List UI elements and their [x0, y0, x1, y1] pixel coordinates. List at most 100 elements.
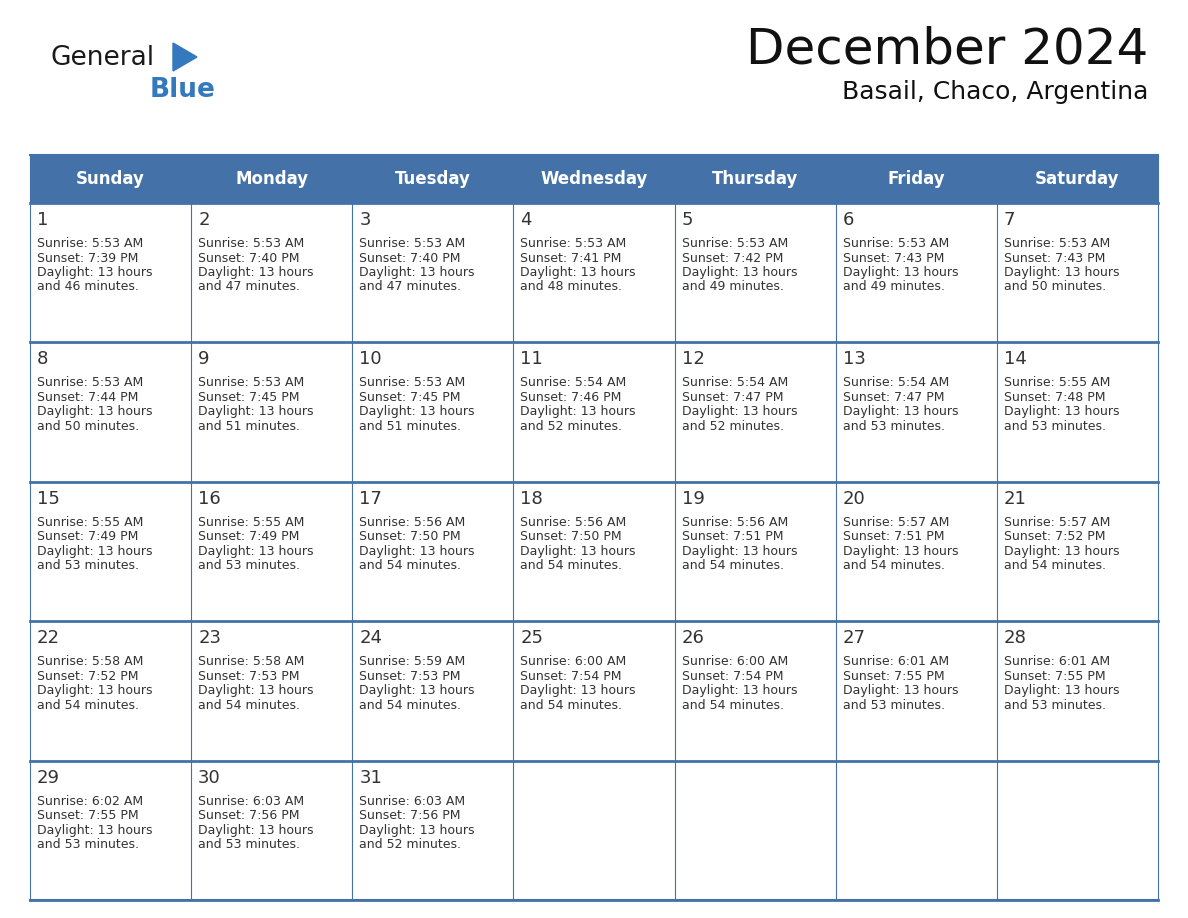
Text: Sunset: 7:47 PM: Sunset: 7:47 PM: [682, 391, 783, 404]
Text: Sunrise: 5:53 AM: Sunrise: 5:53 AM: [37, 376, 144, 389]
FancyBboxPatch shape: [835, 155, 997, 203]
Text: and 52 minutes.: and 52 minutes.: [520, 420, 623, 433]
Text: Sunrise: 6:00 AM: Sunrise: 6:00 AM: [520, 655, 627, 668]
Text: Daylight: 13 hours: Daylight: 13 hours: [842, 684, 959, 697]
Text: Daylight: 13 hours: Daylight: 13 hours: [198, 406, 314, 419]
Text: Sunset: 7:44 PM: Sunset: 7:44 PM: [37, 391, 138, 404]
FancyBboxPatch shape: [835, 203, 997, 342]
Text: 18: 18: [520, 490, 543, 508]
Text: Daylight: 13 hours: Daylight: 13 hours: [520, 266, 636, 279]
Text: and 53 minutes.: and 53 minutes.: [1004, 699, 1106, 711]
Text: Daylight: 13 hours: Daylight: 13 hours: [359, 266, 475, 279]
Text: and 49 minutes.: and 49 minutes.: [682, 281, 783, 294]
Text: 14: 14: [1004, 351, 1026, 368]
FancyBboxPatch shape: [191, 342, 353, 482]
Text: Sunrise: 5:56 AM: Sunrise: 5:56 AM: [359, 516, 466, 529]
Text: 30: 30: [198, 768, 221, 787]
Text: Sunset: 7:54 PM: Sunset: 7:54 PM: [682, 670, 783, 683]
Text: 5: 5: [682, 211, 693, 229]
FancyBboxPatch shape: [835, 482, 997, 621]
Text: Sunrise: 5:53 AM: Sunrise: 5:53 AM: [198, 237, 304, 250]
Text: 28: 28: [1004, 629, 1026, 647]
Text: Sunrise: 5:55 AM: Sunrise: 5:55 AM: [198, 516, 304, 529]
Text: Monday: Monday: [235, 170, 308, 188]
Text: Sunrise: 6:03 AM: Sunrise: 6:03 AM: [198, 795, 304, 808]
Text: and 54 minutes.: and 54 minutes.: [37, 699, 139, 711]
Text: Sunrise: 6:01 AM: Sunrise: 6:01 AM: [842, 655, 949, 668]
Text: and 53 minutes.: and 53 minutes.: [1004, 420, 1106, 433]
Text: and 52 minutes.: and 52 minutes.: [359, 838, 461, 851]
Text: Daylight: 13 hours: Daylight: 13 hours: [520, 406, 636, 419]
FancyBboxPatch shape: [513, 203, 675, 342]
Text: 26: 26: [682, 629, 704, 647]
Text: 16: 16: [198, 490, 221, 508]
Text: 10: 10: [359, 351, 381, 368]
Text: Daylight: 13 hours: Daylight: 13 hours: [682, 406, 797, 419]
FancyBboxPatch shape: [191, 155, 353, 203]
Text: Sunrise: 5:53 AM: Sunrise: 5:53 AM: [359, 237, 466, 250]
Text: Sunset: 7:42 PM: Sunset: 7:42 PM: [682, 252, 783, 264]
Text: Sunset: 7:53 PM: Sunset: 7:53 PM: [359, 670, 461, 683]
Text: Daylight: 13 hours: Daylight: 13 hours: [682, 684, 797, 697]
Text: Daylight: 13 hours: Daylight: 13 hours: [37, 266, 152, 279]
Text: Daylight: 13 hours: Daylight: 13 hours: [1004, 266, 1119, 279]
FancyBboxPatch shape: [30, 761, 191, 900]
Text: and 53 minutes.: and 53 minutes.: [198, 838, 301, 851]
Text: Daylight: 13 hours: Daylight: 13 hours: [1004, 544, 1119, 558]
Text: and 48 minutes.: and 48 minutes.: [520, 281, 623, 294]
Text: and 54 minutes.: and 54 minutes.: [520, 559, 623, 572]
Text: 2: 2: [198, 211, 209, 229]
FancyBboxPatch shape: [997, 203, 1158, 342]
Text: Sunrise: 5:54 AM: Sunrise: 5:54 AM: [682, 376, 788, 389]
Text: Daylight: 13 hours: Daylight: 13 hours: [359, 684, 475, 697]
Text: Thursday: Thursday: [712, 170, 798, 188]
FancyBboxPatch shape: [353, 761, 513, 900]
Text: and 51 minutes.: and 51 minutes.: [359, 420, 461, 433]
Text: Daylight: 13 hours: Daylight: 13 hours: [1004, 406, 1119, 419]
Text: Sunset: 7:54 PM: Sunset: 7:54 PM: [520, 670, 623, 683]
Text: Daylight: 13 hours: Daylight: 13 hours: [842, 544, 959, 558]
FancyBboxPatch shape: [513, 155, 675, 203]
Text: 1: 1: [37, 211, 49, 229]
Polygon shape: [173, 43, 197, 71]
FancyBboxPatch shape: [513, 761, 675, 900]
Text: Daylight: 13 hours: Daylight: 13 hours: [37, 684, 152, 697]
FancyBboxPatch shape: [513, 342, 675, 482]
Text: Sunrise: 6:02 AM: Sunrise: 6:02 AM: [37, 795, 143, 808]
FancyBboxPatch shape: [835, 621, 997, 761]
Text: Sunset: 7:49 PM: Sunset: 7:49 PM: [37, 531, 138, 543]
Text: Sunrise: 5:53 AM: Sunrise: 5:53 AM: [359, 376, 466, 389]
FancyBboxPatch shape: [675, 761, 835, 900]
FancyBboxPatch shape: [353, 203, 513, 342]
Text: Sunrise: 6:00 AM: Sunrise: 6:00 AM: [682, 655, 788, 668]
Text: and 53 minutes.: and 53 minutes.: [842, 420, 944, 433]
Text: Sunrise: 5:53 AM: Sunrise: 5:53 AM: [37, 237, 144, 250]
Text: Sunset: 7:47 PM: Sunset: 7:47 PM: [842, 391, 944, 404]
Text: Daylight: 13 hours: Daylight: 13 hours: [37, 544, 152, 558]
Text: Sunset: 7:43 PM: Sunset: 7:43 PM: [1004, 252, 1105, 264]
Text: General: General: [50, 45, 154, 71]
Text: Basail, Chaco, Argentina: Basail, Chaco, Argentina: [841, 80, 1148, 104]
Text: Sunrise: 5:55 AM: Sunrise: 5:55 AM: [1004, 376, 1111, 389]
FancyBboxPatch shape: [675, 155, 835, 203]
Text: Saturday: Saturday: [1035, 170, 1119, 188]
Text: Daylight: 13 hours: Daylight: 13 hours: [520, 544, 636, 558]
Text: Sunset: 7:52 PM: Sunset: 7:52 PM: [1004, 531, 1105, 543]
Text: 20: 20: [842, 490, 866, 508]
Text: 3: 3: [359, 211, 371, 229]
Text: Daylight: 13 hours: Daylight: 13 hours: [198, 266, 314, 279]
Text: 27: 27: [842, 629, 866, 647]
Text: Sunset: 7:52 PM: Sunset: 7:52 PM: [37, 670, 139, 683]
Text: Sunset: 7:40 PM: Sunset: 7:40 PM: [359, 252, 461, 264]
Text: 25: 25: [520, 629, 543, 647]
Text: and 54 minutes.: and 54 minutes.: [1004, 559, 1106, 572]
Text: Daylight: 13 hours: Daylight: 13 hours: [1004, 684, 1119, 697]
Text: Sunrise: 5:57 AM: Sunrise: 5:57 AM: [1004, 516, 1111, 529]
Text: Daylight: 13 hours: Daylight: 13 hours: [842, 266, 959, 279]
Text: Daylight: 13 hours: Daylight: 13 hours: [198, 544, 314, 558]
Text: Sunset: 7:53 PM: Sunset: 7:53 PM: [198, 670, 299, 683]
FancyBboxPatch shape: [513, 621, 675, 761]
FancyBboxPatch shape: [30, 621, 191, 761]
FancyBboxPatch shape: [191, 621, 353, 761]
FancyBboxPatch shape: [997, 155, 1158, 203]
